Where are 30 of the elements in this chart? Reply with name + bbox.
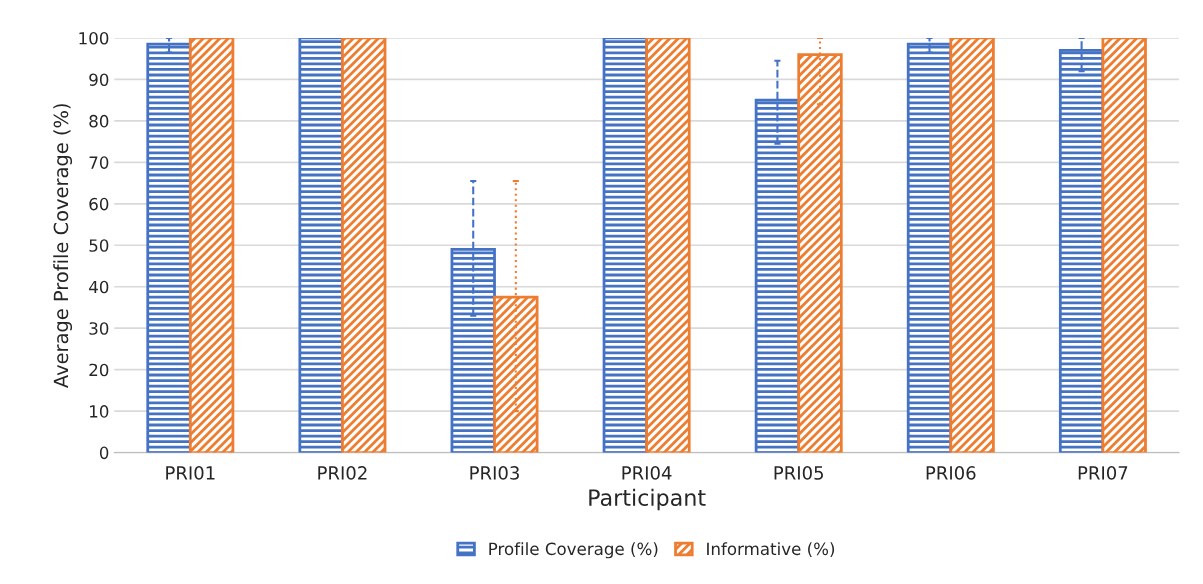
x-tick-label: PRI03 — [470, 466, 519, 480]
y-axis-title: Average Profile Coverage (%) — [53, 104, 73, 388]
y-tick-label: 10 — [90, 405, 109, 418]
x-tick-label: PRI02 — [318, 466, 367, 480]
bar — [341, 37, 387, 453]
bar — [188, 37, 235, 453]
x-tick-label: PRI01 — [166, 466, 215, 480]
bar — [645, 37, 691, 453]
bar — [1101, 37, 1147, 453]
x-tick-label: PRI06 — [926, 466, 976, 480]
bar — [949, 37, 995, 453]
y-tick-label: 30 — [89, 322, 109, 335]
x-tick-label: PRI05 — [774, 466, 823, 480]
x-tick-label: PRI07 — [1078, 466, 1128, 480]
y-tick-label: 0 — [99, 446, 109, 460]
y-tick-label: 20 — [89, 363, 109, 377]
x-axis-title: Participant — [589, 488, 706, 511]
bar — [146, 42, 192, 453]
y-tick-label: 90 — [89, 73, 109, 86]
y-tick-label: 40 — [89, 280, 109, 294]
bar — [298, 37, 344, 453]
x-tick-label: PRI04 — [622, 466, 672, 480]
y-tick-label: 70 — [89, 156, 109, 169]
legend-label: Informative (%) — [707, 542, 835, 558]
legend-label: Profile Coverage (%) — [489, 542, 658, 559]
y-tick-label: 100 — [79, 31, 109, 45]
y-tick-label: 60 — [89, 197, 109, 211]
y-tick-label: 80 — [89, 114, 109, 128]
y-tick-label: 50 — [89, 239, 109, 252]
bar — [602, 37, 648, 453]
